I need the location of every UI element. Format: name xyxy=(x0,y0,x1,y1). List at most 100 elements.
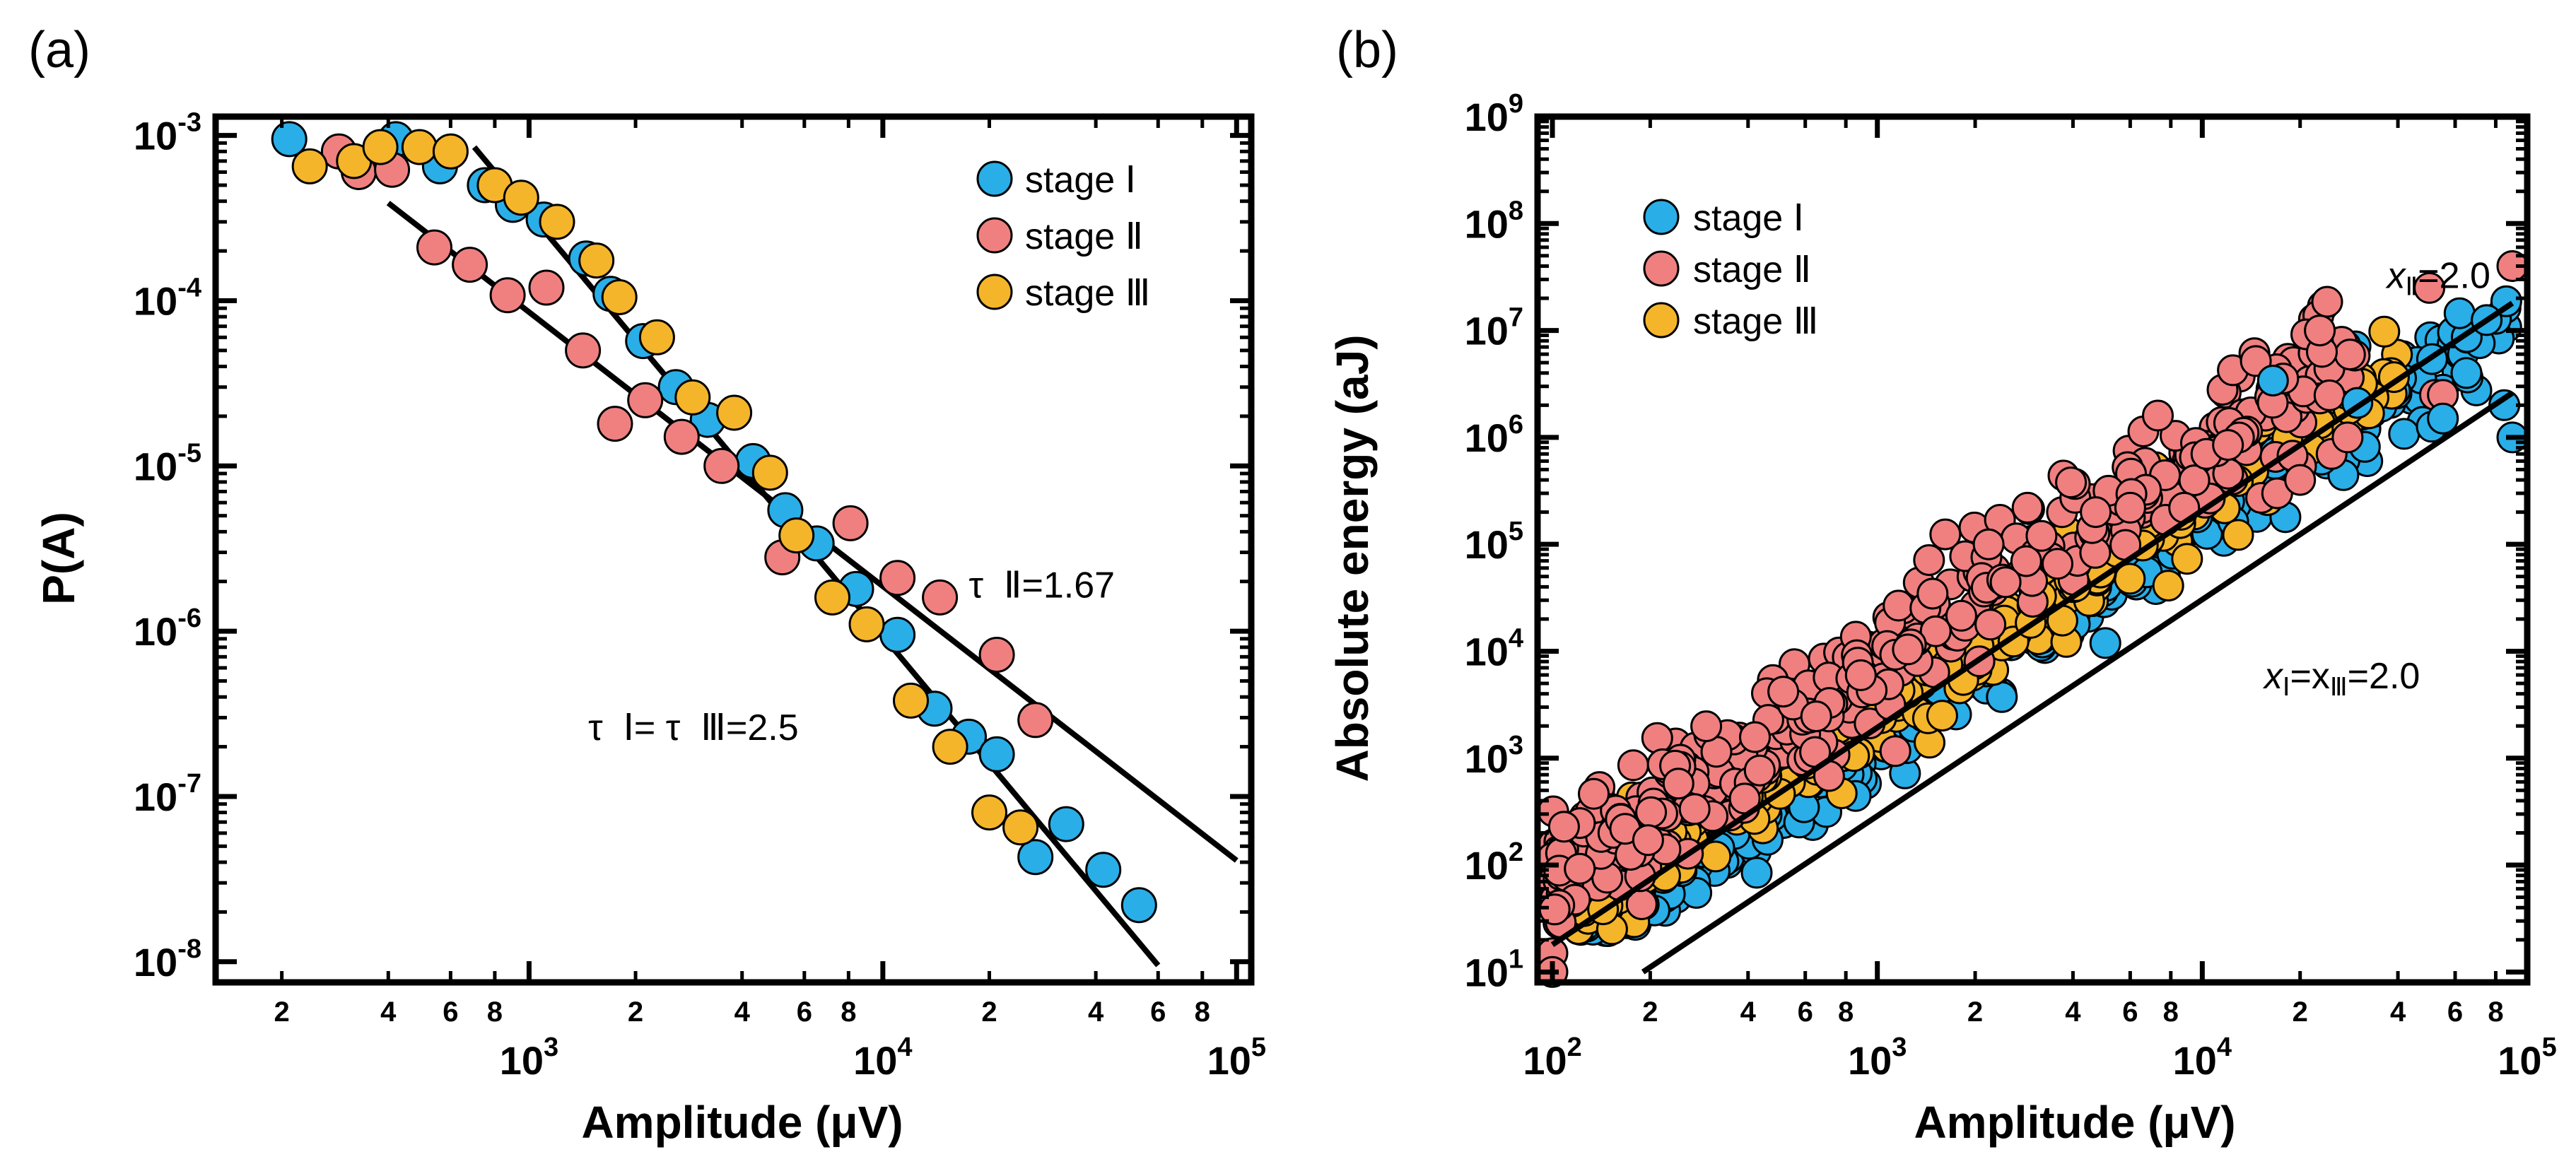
panel-a-point-stage-2-16 xyxy=(978,637,1015,673)
panel-b-x-tick-label-3-base: 10 xyxy=(2498,1038,2541,1083)
panel-a-y-tick-label-1: 10-4 xyxy=(134,273,201,323)
panel-a-annotation-tau-1-3: τ Ⅰ= τ Ⅲ=2.5 xyxy=(588,707,799,748)
panel-a-legend-label-stage-2: stage Ⅱ xyxy=(1025,216,1143,257)
panel-b-annotation-x-2-sub: Ⅱ xyxy=(2406,271,2418,300)
panel-b-point xyxy=(1743,754,1776,787)
panel-b-fit-lines xyxy=(1550,300,2514,975)
panel-a-x-minor-label-9: 4 xyxy=(1088,997,1104,1028)
panel-b-point xyxy=(2055,466,2088,499)
panel-a-y-tick-label-3-exp: -6 xyxy=(177,604,201,633)
panel-b-point xyxy=(1800,700,1832,733)
panel-a-x-minor-label-11: 8 xyxy=(1195,997,1210,1028)
panel-b-x-minor-label-7: 8 xyxy=(2163,997,2179,1028)
panel-b-point xyxy=(2089,627,2121,659)
panel-b-point-outlier xyxy=(2212,429,2244,462)
panel-b-point-outlier xyxy=(2304,314,2336,347)
panel-b-y-tick-label-6-base: 10 xyxy=(1465,309,1509,353)
panel-b-legend-marker-stage-3 xyxy=(1643,302,1680,339)
panel-a-point-stage-1-21 xyxy=(1085,852,1122,888)
panel-a-y-axis-title: P(A) xyxy=(33,512,84,605)
panel-a-point-stage-1-18 xyxy=(978,736,1015,772)
panel-a-point-stage-3-13 xyxy=(751,454,788,491)
panel-a-x-minor-label-3: 8 xyxy=(487,997,503,1028)
panel-b-point xyxy=(2178,464,2211,497)
panel-a-x-minor-label-10: 6 xyxy=(1150,997,1166,1028)
panel-a-y-tick-label-5-exp: -8 xyxy=(177,934,201,964)
panel-b-x-tick-label-0-exp: 2 xyxy=(1567,1033,1582,1062)
panel-b-annotation-x-1-3-mid: =x xyxy=(2290,656,2329,697)
panel-b-y-tick-label-1-exp: 2 xyxy=(1509,837,1523,867)
panel-b-y-tick-label-2-base: 10 xyxy=(1465,736,1509,781)
panel-b-annotation-x-2: xⅡ=2.0 xyxy=(2385,255,2490,300)
panel-b-point xyxy=(2490,285,2522,317)
panel-b-x-tick-label-1-exp: 3 xyxy=(1892,1033,1907,1062)
panel-b-x-minor-label-9: 4 xyxy=(2390,997,2406,1028)
panel-a-frame xyxy=(212,113,1255,986)
panel-a-y-tick-label-0-base: 10 xyxy=(134,114,177,158)
panel-b-point xyxy=(1989,566,2022,599)
panel-b-point xyxy=(2171,543,2203,575)
panel-b-x-minor-label-4: 2 xyxy=(1967,997,1983,1028)
panel-b-annotation-x-2-rest: =2.0 xyxy=(2418,255,2490,296)
panel-a-point-stage-2-17 xyxy=(1017,702,1054,739)
panel-a-legend-marker-stage-2 xyxy=(976,217,1013,254)
panel-b-x-minor-label-6: 6 xyxy=(2122,997,2138,1028)
panel-a-point-stage-2-7 xyxy=(565,332,602,369)
panel-b-x-tick-label-0: 102 xyxy=(1523,1033,1581,1083)
panel-a-point-stage-3-15 xyxy=(814,579,850,616)
panel-b-point-outlier xyxy=(2413,271,2446,304)
panel-a-x-tick-label-1-exp: 4 xyxy=(897,1033,912,1062)
panel-b-point-outlier xyxy=(1972,528,2005,560)
panel-b-point xyxy=(1678,793,1711,825)
panel-a-point-stage-3-9 xyxy=(601,279,638,315)
panel-b-point xyxy=(1767,676,1800,708)
panel-b-y-tick-label-0-exp: 1 xyxy=(1509,944,1523,974)
panel-b-x-tick-label-2-exp: 4 xyxy=(2217,1033,2232,1062)
panel-a-point-stage-2-5 xyxy=(489,277,526,314)
panel-b-point xyxy=(1883,589,1915,622)
panel-a-point-stage-3-17 xyxy=(893,682,929,719)
panel-b-x-minor-label-5: 4 xyxy=(2065,997,2081,1028)
panel-a-point-stage-3-7 xyxy=(539,204,575,240)
panel-b-annotation-x-1-3-rest: =2.0 xyxy=(2348,656,2420,697)
panel-b-x-tick-label-3-exp: 5 xyxy=(2542,1033,2557,1062)
panel-b-point xyxy=(2010,545,2042,577)
panel-a-point-stage-2-4 xyxy=(452,247,488,283)
panel-a-point-stage-2-8 xyxy=(597,406,633,442)
panel-a-y-tick-label-1-base: 10 xyxy=(134,278,177,323)
panel-a-point-stage-2-9 xyxy=(627,382,664,418)
panel-b-x-axis-title: Amplitude (μV) xyxy=(1914,1097,2235,1148)
panel-a-point-stage-1-15 xyxy=(879,616,916,653)
panel-b-point xyxy=(1662,768,1694,800)
panel-b-point xyxy=(1632,824,1664,857)
panel-b-point-outlier xyxy=(2256,365,2289,396)
panel-b-fit-line-stage-2 xyxy=(1550,300,2514,948)
panel-b: (b) Absolute energy (aJ) Amplitude (μV) … xyxy=(1327,22,2557,1148)
panel-b-point xyxy=(1879,735,1911,768)
panel-a-point-stage-1-0 xyxy=(271,121,308,158)
panel-a-point-stage-2-14 xyxy=(879,560,916,596)
panel-b-point-outlier xyxy=(2331,421,2364,454)
panel-b-point xyxy=(1913,544,1945,576)
panel-a-y-tick-label-2: 10-5 xyxy=(134,438,201,488)
panel-b-y-tick-label-3: 104 xyxy=(1465,623,1523,674)
panel-b-point xyxy=(2368,315,2401,348)
panel-b-y-tick-label-3-exp: 4 xyxy=(1509,623,1523,653)
panel-b-x-tick-label-2: 104 xyxy=(2173,1033,2232,1083)
panel-b-point xyxy=(2152,570,2184,602)
panel-b-y-tick-label-3-base: 10 xyxy=(1465,629,1509,674)
panel-a-y-tick-label-3-base: 10 xyxy=(134,609,177,654)
panel-b-point-outlier xyxy=(2284,464,2317,496)
panel-b-y-tick-label-5-base: 10 xyxy=(1465,416,1509,460)
panel-b-x-minor-label-8: 2 xyxy=(2293,997,2308,1028)
panel-b-annotation-x-1-3-sub2: Ⅲ xyxy=(2330,672,2348,701)
panel-b-point xyxy=(1986,681,2018,713)
panel-b-point xyxy=(1578,777,1610,810)
panel-b-point xyxy=(1926,700,1958,732)
panel-b-legend-marker-stage-2 xyxy=(1643,250,1680,287)
panel-b-point xyxy=(2313,379,2346,411)
panel-b-x-minor-label-10: 6 xyxy=(2447,997,2463,1028)
panel-b-point xyxy=(2443,297,2476,329)
panel-b-annotation-x-1-3: xⅠ=xⅢ=2.0 xyxy=(2262,656,2420,701)
